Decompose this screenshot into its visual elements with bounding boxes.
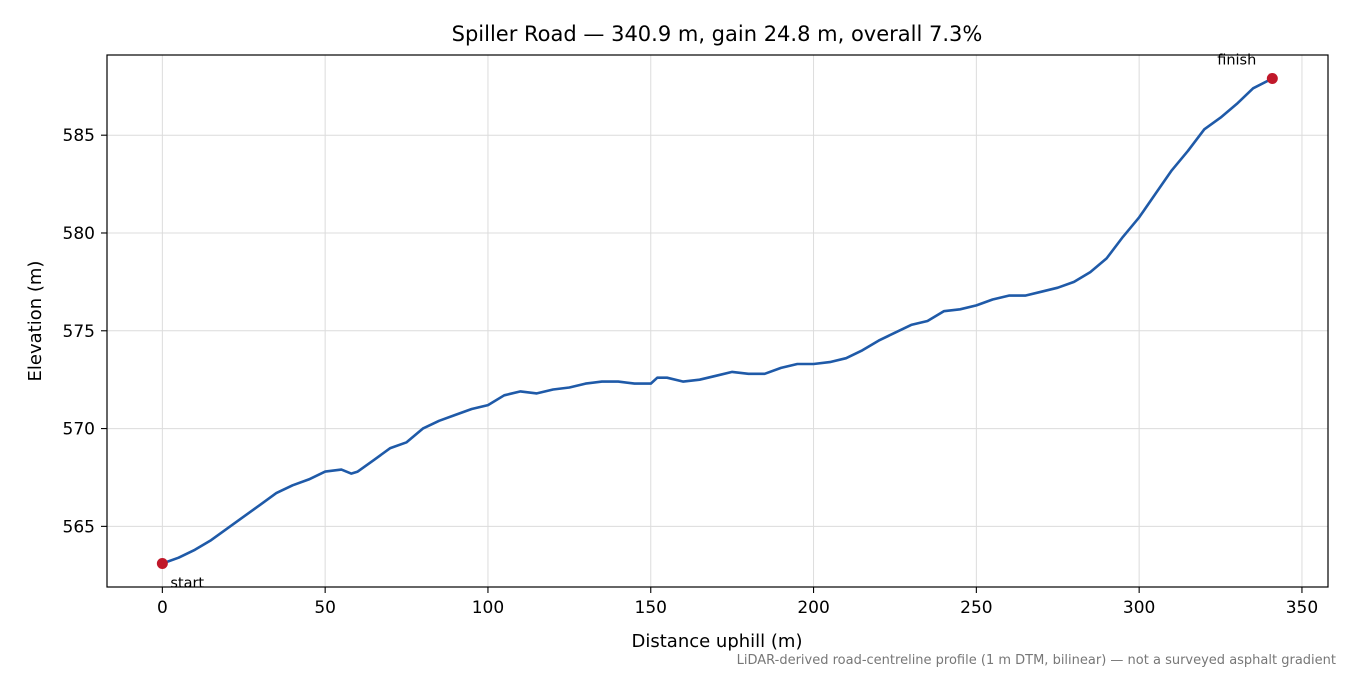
x-tick-label: 250 [960,598,992,618]
finish-label: finish [1217,52,1256,68]
start-label: start [170,576,204,592]
elevation-profile-line [161,77,1274,565]
grid-lines [107,55,1328,587]
x-tick-label: 50 [314,598,336,618]
x-tick-label: 100 [472,598,504,618]
x-axis-label: Distance uphill (m) [632,631,803,652]
y-axis-label: Elevation (m) [25,261,46,382]
x-tick-label: 350 [1286,598,1318,618]
x-tick-label: 0 [157,598,168,618]
finish-marker [1266,72,1278,84]
chart-title: Spiller Road — 340.9 m, gain 24.8 m, ove… [452,22,983,46]
y-tick-label: 565 [63,517,95,537]
y-axis-ticks: 565 570 575 580 585 [63,126,107,537]
y-tick-label: 570 [63,420,95,440]
plot-frame [106,54,1329,588]
start-marker [156,558,168,570]
footnote: LiDAR-derived road-centreline profile (1… [737,653,1336,668]
y-tick-label: 585 [63,126,95,146]
x-tick-label: 300 [1123,598,1155,618]
x-tick-label: 150 [635,598,667,618]
y-tick-label: 575 [63,322,95,342]
x-tick-label: 200 [797,598,829,618]
x-axis-ticks: 0 50 100 150 200 250 300 350 [157,587,1318,618]
y-tick-label: 580 [63,224,95,244]
